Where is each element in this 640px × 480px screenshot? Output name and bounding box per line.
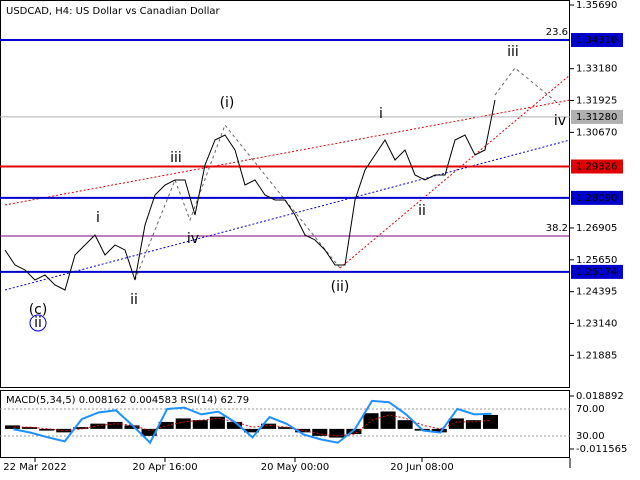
macd-bar: [158, 421, 174, 429]
macd-bar: [5, 425, 21, 429]
trend-line: [4, 139, 571, 291]
y-tick-label: 1.21885: [576, 350, 617, 361]
wave-label: iv: [187, 231, 199, 247]
y-tick-label: 0.018892: [576, 391, 624, 402]
level-label: 1.25174: [576, 267, 617, 278]
macd-bar: [243, 428, 260, 433]
wave-label: ii: [418, 203, 426, 219]
wave-circle: [29, 314, 47, 332]
wave-label: iii: [170, 150, 182, 166]
wave-label: iii: [507, 44, 519, 60]
wave-label: ii: [34, 315, 42, 331]
wave-projection: [494, 67, 561, 106]
macd-bar: [124, 425, 140, 429]
level-box: [571, 159, 623, 174]
macd-bar: [22, 427, 38, 429]
y-tick-label: 1.30670: [576, 127, 617, 138]
wave-label: (c): [29, 302, 48, 318]
y-tick-label: -0.011565: [576, 444, 627, 455]
macd-bar: [209, 416, 225, 429]
indicator-title: MACD(5,34,5) 0.008162 0.004583 RSI(14) 6…: [6, 395, 249, 406]
y-tick-label: 1.25650: [576, 255, 617, 266]
macd-bar: [482, 414, 498, 429]
y-tick-label: 1.31925: [576, 96, 617, 107]
y-tick-label: 1.33180: [576, 64, 617, 75]
y-tick-label: 1.26905: [576, 223, 617, 234]
macd-bar: [107, 421, 123, 429]
fib-label: 23.6: [546, 27, 568, 38]
wave-label: i: [96, 210, 100, 226]
macd-bar: [329, 428, 345, 438]
macd-bar: [397, 420, 413, 429]
macd-bar: [431, 428, 447, 433]
macd-bar: [39, 428, 55, 431]
wave-label: (ii): [331, 279, 350, 295]
wave-label: (i): [220, 95, 235, 111]
macd-bar: [380, 411, 396, 429]
macd-bar: [175, 418, 191, 429]
rsi-line: [13, 399, 492, 445]
macd-bar: [73, 427, 89, 429]
level-label: 1.31280: [576, 112, 617, 123]
wave-label: ii: [130, 292, 138, 308]
macd-bar: [363, 413, 379, 429]
fib-label: 38.2: [546, 223, 568, 234]
level-label: 1.29326: [576, 162, 617, 173]
macd-bar: [56, 428, 72, 433]
macd-bar: [141, 428, 157, 436]
y-tick-label: 1.35690: [576, 0, 617, 11]
macd-bar: [226, 421, 242, 429]
main-frame: [0, 0, 570, 388]
level-box: [571, 33, 623, 48]
macd-bar: [192, 420, 208, 429]
level-label: 1.34310: [576, 35, 617, 46]
wave-label: i: [379, 106, 383, 122]
y-tick-label: 1.23140: [576, 319, 617, 330]
level-box: [571, 190, 623, 205]
wave-label: iv: [554, 113, 566, 129]
x-tick-label: 20 May 00:00: [261, 462, 330, 473]
x-tick-label: 20 Apr 16:00: [132, 462, 197, 473]
y2-tick-label: 30.00: [576, 431, 605, 442]
macd-bar: [278, 427, 294, 429]
level-label: 1.28090: [576, 193, 617, 204]
y-tick-label: 1.24395: [576, 287, 617, 298]
chart-title: USDCAD, H4: US Dollar vs Canadian Dollar: [6, 6, 220, 17]
macd-bar: [312, 428, 328, 436]
sub-frame: [0, 390, 570, 458]
macd-bar: [465, 420, 481, 429]
level-box: [571, 264, 623, 279]
macd-bar: [261, 423, 277, 429]
x-tick-label: 22 Mar 2022: [3, 462, 66, 473]
macd-bar: [346, 428, 362, 435]
macd-bar: [448, 418, 464, 429]
level-box: [571, 109, 623, 124]
macd-bar: [90, 423, 106, 429]
x-tick-label: 20 Jun 08:00: [390, 462, 454, 473]
y2-tick-label: 70.00: [576, 404, 605, 415]
price-line: [4, 99, 496, 291]
